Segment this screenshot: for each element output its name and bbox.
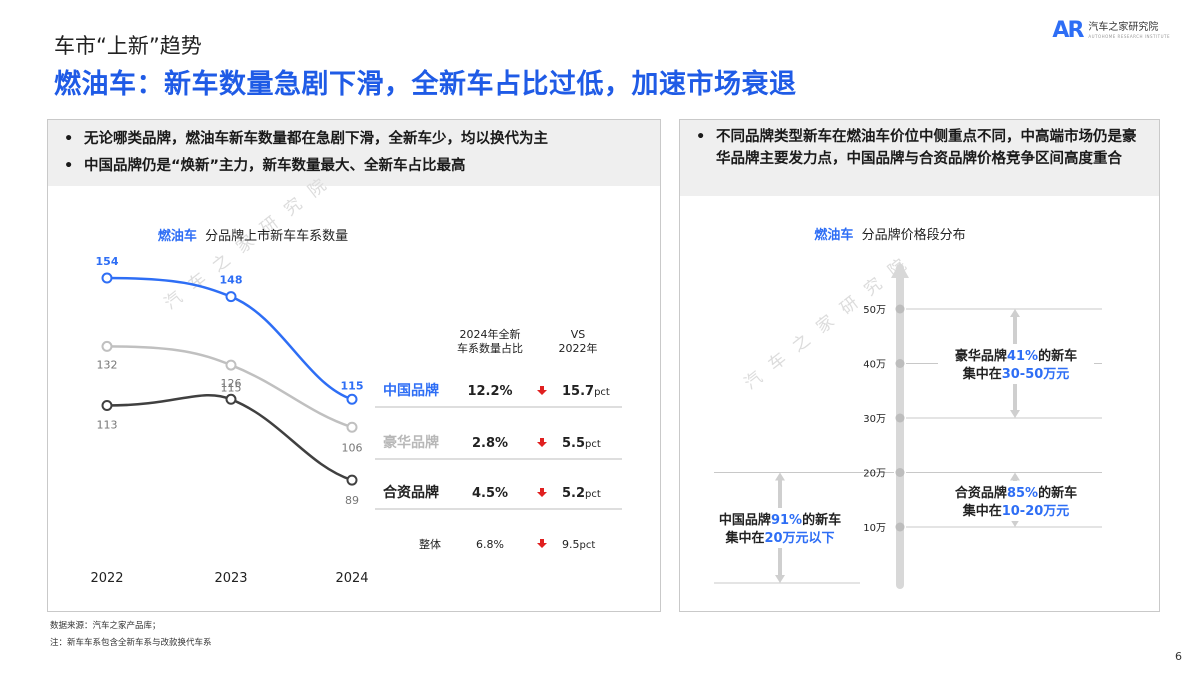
tick-dot [895,359,905,368]
x-tick-label: 2022 [90,571,123,586]
data-label: 89 [345,494,359,507]
data-point [346,421,358,433]
share-table: 2024年全新车系数量占比 VS 2022年 中国品牌 12.2% 15.7pct 豪华… [375,327,622,551]
data-label: 115 [221,381,242,394]
tick-dot [895,304,905,314]
range-arrow-jv-up [1010,472,1020,481]
table-row-change: 5.2pct [562,486,601,501]
data-point [225,393,237,405]
table-row-share: 12.2% [467,384,512,399]
right-panel-header: 不同品牌类型新车在燃油车价位中侧重点不同，中高端市场仍是豪华品牌主要发力点，中国… [680,120,1159,196]
logo-mark: AR [1052,18,1084,43]
data-point [101,340,113,352]
range-label-line1: 豪华品牌41%的新车 [955,348,1077,364]
data-point [346,474,358,486]
range-arrow-luxury-down [1010,410,1020,418]
data-label: 132 [97,358,118,371]
footnote-note: 注：新车车系包含全新车系与改款换代车系 [50,637,212,648]
table-header-share: 2024年全新车系数量占比 [457,327,523,355]
page-number: 6 [1175,650,1182,663]
data-point [225,291,237,303]
table-row-change: 5.5pct [562,436,601,451]
range-label-line2: 集中在20万元以下 [724,530,834,546]
price-chart-title: 燃油车 分品牌价格段分布 [814,227,965,243]
left-bullet-2: 中国品牌仍是“焕新”主力，新车数量最大、全新车占比最高 [62,153,648,180]
left-panel: 无论哪类品牌，燃油车新车数量都在急剧下滑，全新车少，均以换代为主 中国品牌仍是“… [47,119,661,612]
data-label: 148 [220,274,243,287]
price-chart: 10万 20万 30万 40万 50万豪华品牌41%的新车集中在30-50万元合资品牌8… [702,262,1102,589]
price-tick-label: 20万 [863,469,886,480]
range-arrow-luxury-up [1010,309,1020,317]
down-arrow-icon [537,488,547,497]
series-line-2 [106,393,353,482]
data-point [346,393,358,405]
data-label: 115 [341,379,364,392]
table-row-name: 豪华品牌 [383,434,439,451]
watermark-right: 汽 车 之 家 研 究 院 [741,253,914,394]
x-tick-label: 2024 [335,571,368,586]
data-label: 113 [97,419,118,432]
range-label-line2: 集中在30-50万元 [962,366,1070,382]
down-arrow-icon [537,539,547,548]
range-label-bg [702,508,858,548]
price-chart-title-text: 分品牌价格段分布 [862,227,966,243]
right-bullet-1: 不同品牌类型新车在燃油车价位中侧重点不同，中高端市场仍是豪华品牌主要发力点，中国… [694,126,1147,170]
line-chart: 154 148 115 132 126 106 113 115 89 2022 2023 2024 [90,255,368,586]
range-arrow-chinese-up [775,472,785,481]
line-chart-title-text: 分品牌上市新车车系数量 [205,228,348,244]
data-point [101,272,113,284]
price-tick-label: 50万 [863,305,886,316]
data-point [101,400,113,412]
table-row-share: 4.5% [472,486,508,501]
table-row-name: 中国品牌 [383,382,439,399]
table-row-name: 整体 [419,537,441,551]
price-tick-label: 10万 [863,523,886,534]
table-row-share: 2.8% [472,436,508,451]
range-label-line1: 中国品牌91%的新车 [719,512,841,528]
tick-dot [895,468,905,477]
data-point [225,359,237,371]
down-arrow-icon [537,438,547,447]
table-row-share: 6.8% [476,538,504,551]
x-tick-label: 2023 [214,571,247,586]
range-label-bg [938,344,1094,384]
line-chart-title: 燃油车 分品牌上市新车车系数量 [158,228,348,244]
left-bullet-1: 无论哪类品牌，燃油车新车数量都在急剧下滑，全新车少，均以换代为主 [62,126,648,153]
section-label: 车市“上新”趋势 [54,34,202,58]
axis-arrow-icon [891,262,909,278]
left-panel-header: 无论哪类品牌，燃油车新车数量都在急剧下滑，全新车少，均以换代为主 中国品牌仍是“… [48,120,660,186]
price-chart-title-prefix: 燃油车 [814,227,853,243]
logo-subtitle: AUTOHOME RESEARCH INSTITUTE [1088,33,1170,39]
table-row-change: 9.5pct [562,538,595,551]
logo-name: 汽车之家研究院 [1088,21,1159,33]
data-label: 154 [96,255,119,268]
tick-dot [895,413,905,423]
tick-dot [895,522,905,532]
table-row-name: 合资品牌 [383,484,439,501]
data-label: 106 [342,441,363,454]
range-label-line2: 集中在10-20万元 [962,503,1070,519]
table-row-change: 15.7pct [562,384,610,399]
table-header-vs: VS 2022年 [559,328,598,355]
range-label-line1: 合资品牌85%的新车 [955,485,1077,501]
line-chart-title-prefix: 燃油车 [158,228,197,244]
page-title: 燃油车：新车数量急剧下滑，全新车占比过低，加速市场衰退 [54,69,797,100]
data-label: 126 [221,377,242,390]
price-tick-label: 40万 [863,360,886,371]
range-arrow-chinese-down [775,575,785,583]
logo: AR 汽车之家研究院 AUTOHOME RESEARCH INSTITUTE [1052,18,1170,43]
down-arrow-icon [537,386,547,395]
footnote-source: 数据来源：汽车之家产品库； [50,620,161,631]
range-label-bg [938,481,1094,521]
price-tick-label: 30万 [863,414,886,425]
